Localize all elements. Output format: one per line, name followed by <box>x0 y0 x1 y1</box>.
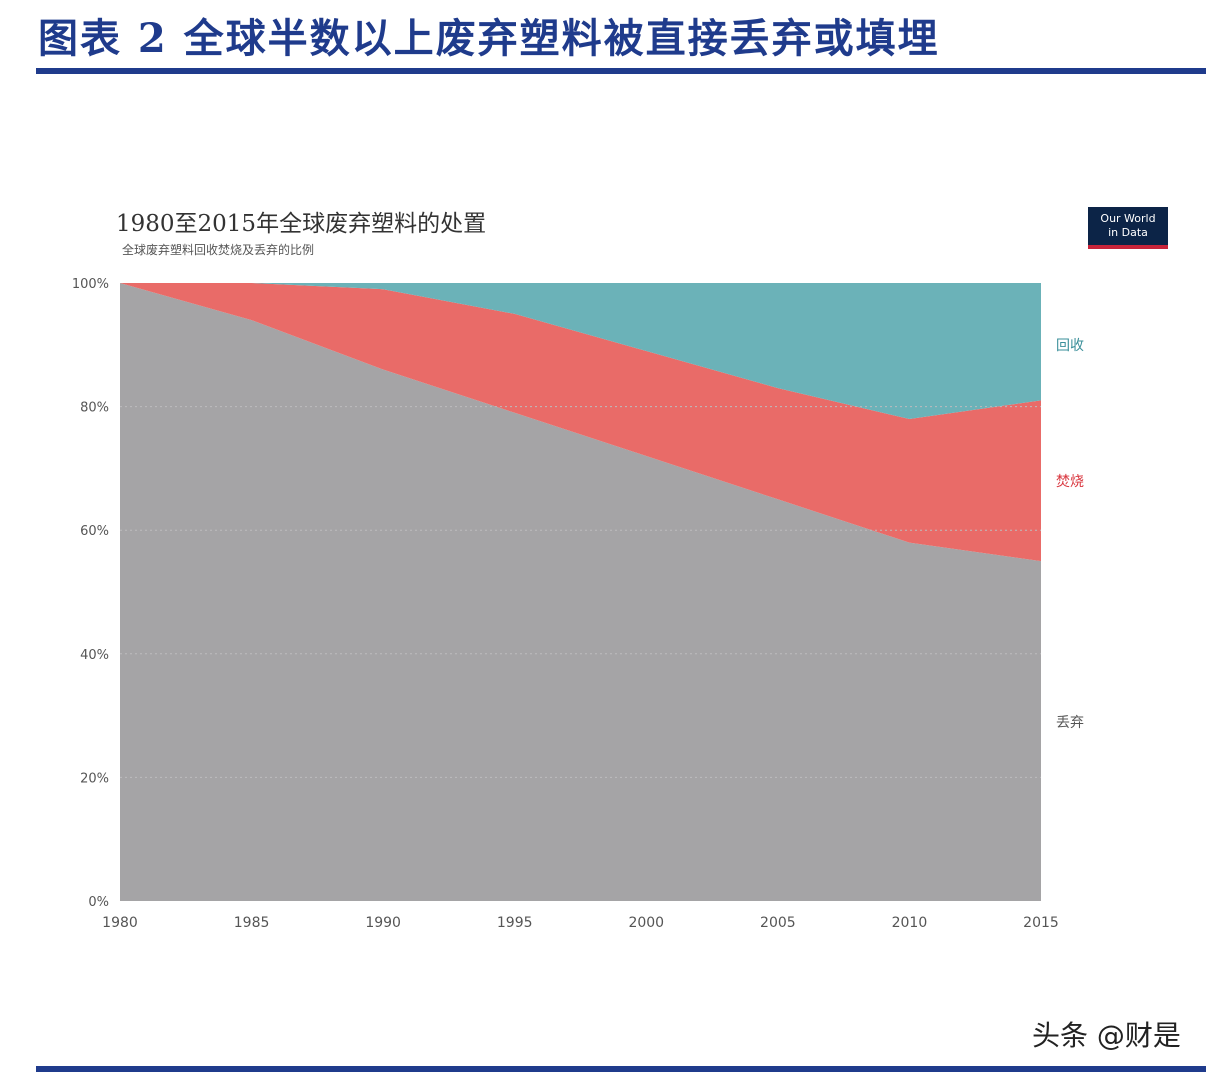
x-tick-label: 2010 <box>892 915 928 931</box>
x-tick-label: 1995 <box>497 915 533 931</box>
area-series-2 <box>120 283 1041 419</box>
x-tick-label: 1985 <box>234 915 270 931</box>
figure-title: 图表 2 全球半数以上废弃塑料被直接丢弃或填埋 <box>38 15 940 62</box>
x-tick-label: 1980 <box>102 915 138 931</box>
owid-logo-line1: Our World <box>1100 212 1156 225</box>
y-tick-label: 60% <box>80 524 109 539</box>
x-tick-label: 2005 <box>760 915 796 931</box>
owid-logo: Our World in Data <box>1088 207 1168 249</box>
y-tick-label: 20% <box>80 771 109 786</box>
y-tick-label: 40% <box>80 648 109 663</box>
x-tick-label: 2015 <box>1023 915 1059 931</box>
owid-logo-line2: in Data <box>1108 226 1148 239</box>
x-tick-label: 2000 <box>628 915 664 931</box>
x-tick-label: 1990 <box>365 915 401 931</box>
top-rule <box>36 68 1206 74</box>
y-tick-label: 0% <box>88 895 109 910</box>
area-series-1 <box>120 283 1041 562</box>
watermark: 头条 @财是 <box>1032 1019 1181 1052</box>
bottom-rule <box>36 1066 1206 1072</box>
series-label-incinerated: 焚烧 <box>1056 474 1084 490</box>
series-label-discarded: 丢弃 <box>1056 715 1084 731</box>
series-label-recycled: 回收 <box>1056 338 1084 354</box>
area-series-0 <box>120 283 1041 901</box>
y-tick-label: 100% <box>72 277 109 292</box>
figure-header: 图表 2 全球半数以上废弃塑料被直接丢弃或填埋 <box>38 0 1208 70</box>
y-tick-label: 80% <box>80 401 109 416</box>
chart-title: 1980至2015年全球废弃塑料的处置 <box>116 211 487 237</box>
chart-subtitle: 全球废弃塑料回收焚烧及丢弃的比例 <box>122 243 315 257</box>
